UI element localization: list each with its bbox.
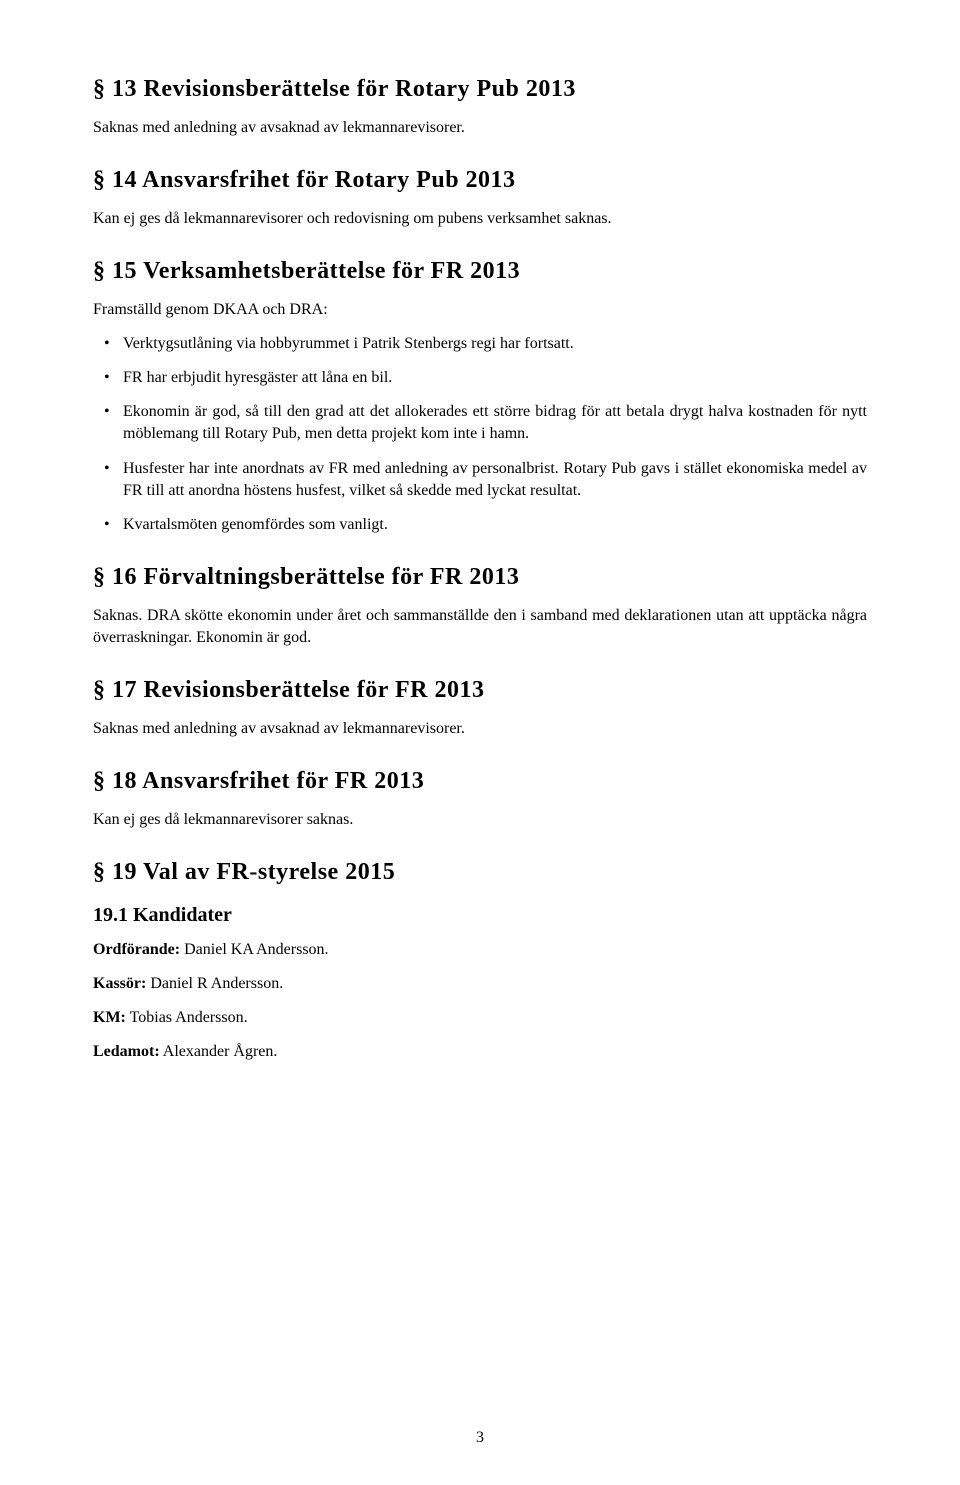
section-15-heading: § 15 Verksamhetsberättelse för FR 2013 — [93, 258, 867, 285]
section-14-body: Kan ej ges då lekmannarevisorer och redo… — [93, 208, 867, 230]
section-13-heading: § 13 Revisionsberättelse för Rotary Pub … — [93, 76, 867, 103]
section-19-heading: § 19 Val av FR-styrelse 2015 — [93, 859, 867, 886]
candidate-value: Daniel R Andersson. — [146, 975, 283, 992]
list-item: Kvartalsmöten genomfördes som vanligt. — [123, 514, 867, 536]
candidate-line: Ordförande: Daniel KA Andersson. — [93, 939, 867, 961]
section-18-title: § 18 Ansvarsfrihet för FR 2013 — [93, 768, 424, 794]
section-15-title: § 15 Verksamhetsberättelse för FR 2013 — [93, 258, 520, 284]
section-15-intro: Framställd genom DKAA och DRA: — [93, 299, 867, 321]
section-14-heading: § 14 Ansvarsfrihet för Rotary Pub 2013 — [93, 167, 867, 194]
list-item: Husfester har inte anordnats av FR med a… — [123, 458, 867, 502]
section-14-title: § 14 Ansvarsfrihet för Rotary Pub 2013 — [93, 167, 516, 193]
candidate-value: Tobias Andersson. — [126, 1009, 248, 1026]
candidate-label: Kassör: — [93, 975, 146, 992]
candidate-value: Daniel KA Andersson. — [180, 941, 328, 958]
section-17-body: Saknas med anledning av avsaknad av lekm… — [93, 718, 867, 740]
section-15-list: Verktygsutlåning via hobbyrummet i Patri… — [93, 333, 867, 536]
section-18-body: Kan ej ges då lekmannarevisorer saknas. — [93, 809, 867, 831]
candidate-line: Ledamot: Alexander Ågren. — [93, 1041, 867, 1063]
candidate-label: Ordförande: — [93, 941, 180, 958]
section-16-body: Saknas. DRA skötte ekonomin under året o… — [93, 605, 867, 649]
candidate-line: Kassör: Daniel R Andersson. — [93, 973, 867, 995]
section-16-heading: § 16 Förvaltningsberättelse för FR 2013 — [93, 564, 867, 591]
section-19-1-heading: 19.1 Kandidater — [93, 904, 867, 927]
section-18-heading: § 18 Ansvarsfrihet för FR 2013 — [93, 768, 867, 795]
section-13-title: § 13 Revisionsberättelse för Rotary Pub … — [93, 76, 576, 102]
list-item: FR har erbjudit hyresgäster att låna en … — [123, 367, 867, 389]
section-13-body: Saknas med anledning av avsaknad av lekm… — [93, 117, 867, 139]
section-16-title: § 16 Förvaltningsberättelse för FR 2013 — [93, 564, 519, 590]
section-17-heading: § 17 Revisionsberättelse för FR 2013 — [93, 677, 867, 704]
list-item: Ekonomin är god, så till den grad att de… — [123, 401, 867, 445]
section-17-title: § 17 Revisionsberättelse för FR 2013 — [93, 677, 485, 703]
list-item: Verktygsutlåning via hobbyrummet i Patri… — [123, 333, 867, 355]
candidate-label: KM: — [93, 1009, 126, 1026]
page-number: 3 — [0, 1429, 960, 1447]
candidate-label: Ledamot: — [93, 1043, 160, 1060]
candidate-line: KM: Tobias Andersson. — [93, 1007, 867, 1029]
candidate-value: Alexander Ågren. — [160, 1043, 278, 1060]
section-19-title: § 19 Val av FR-styrelse 2015 — [93, 859, 395, 885]
